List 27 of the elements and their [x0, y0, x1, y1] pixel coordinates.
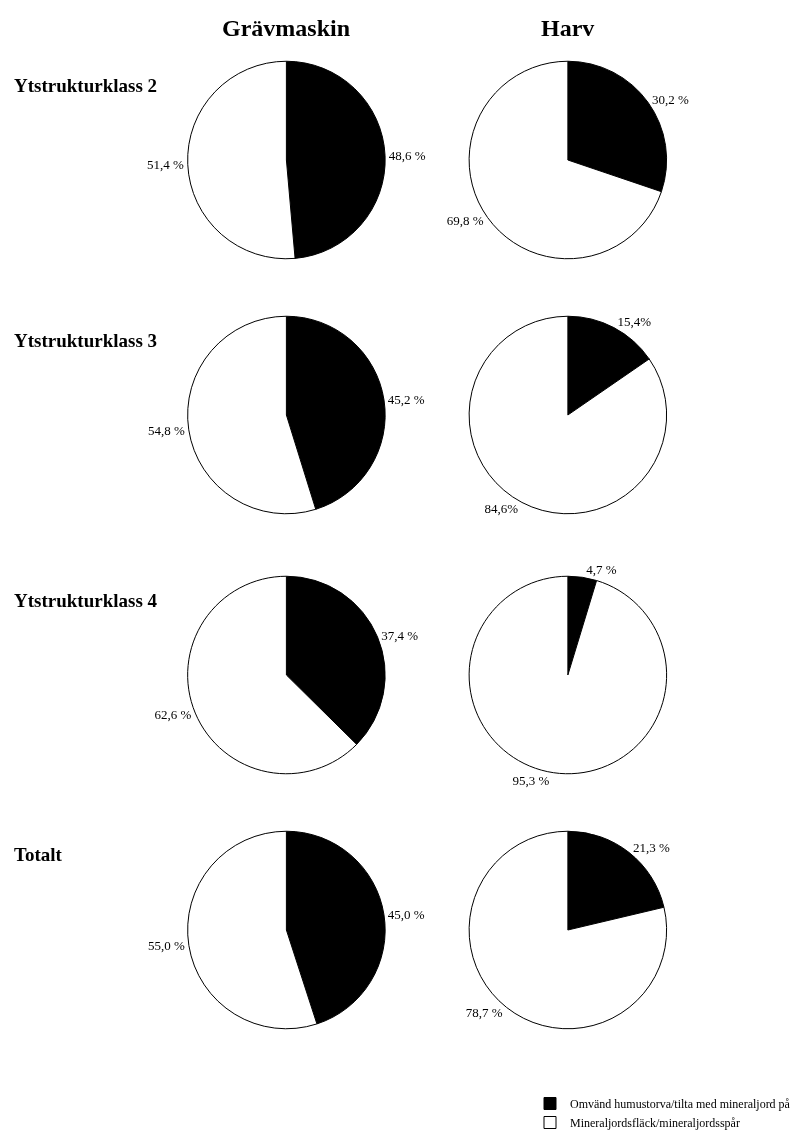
- text: Ytstrukturklass 3: [14, 330, 158, 351]
- pie-slice: [468, 575, 668, 775]
- chart-title: Grävmaskin: [222, 15, 351, 41]
- data-label: 84,6%: [484, 500, 519, 516]
- data-label: 45,0 %: [387, 906, 425, 922]
- data-label: 95,3 %: [512, 772, 550, 788]
- data-label: 55,0 %: [148, 938, 186, 954]
- data-label: 15,4%: [617, 314, 652, 330]
- data-label: 45,2 %: [387, 392, 425, 408]
- legend-label: Omvänd humustorva/tilta med mineraljord på: [570, 1097, 791, 1112]
- data-label: 54,8 %: [148, 422, 186, 438]
- data-label: 78,7 %: [465, 1004, 503, 1020]
- data-label: 51,4 %: [146, 156, 184, 172]
- text: Totalt: [14, 844, 63, 865]
- pie-slice: [468, 830, 668, 1030]
- pie-slice: [468, 315, 668, 515]
- data-label: 69,8 %: [446, 212, 484, 228]
- data-label: 21,3 %: [632, 840, 670, 856]
- legend-label: Mineraljordsfläck/mineraljordsspår: [570, 1116, 740, 1131]
- data-label: 62,6 %: [154, 706, 192, 722]
- data-label: 48,6 %: [388, 148, 426, 164]
- text: Ytstrukturklass 4: [14, 590, 158, 611]
- data-label: 30,2 %: [651, 92, 689, 108]
- chart-title: Harv: [541, 15, 595, 41]
- data-label: 4,7 %: [586, 562, 617, 578]
- text: Ytstrukturklass 2: [14, 75, 158, 96]
- data-label: 37,4 %: [381, 628, 419, 644]
